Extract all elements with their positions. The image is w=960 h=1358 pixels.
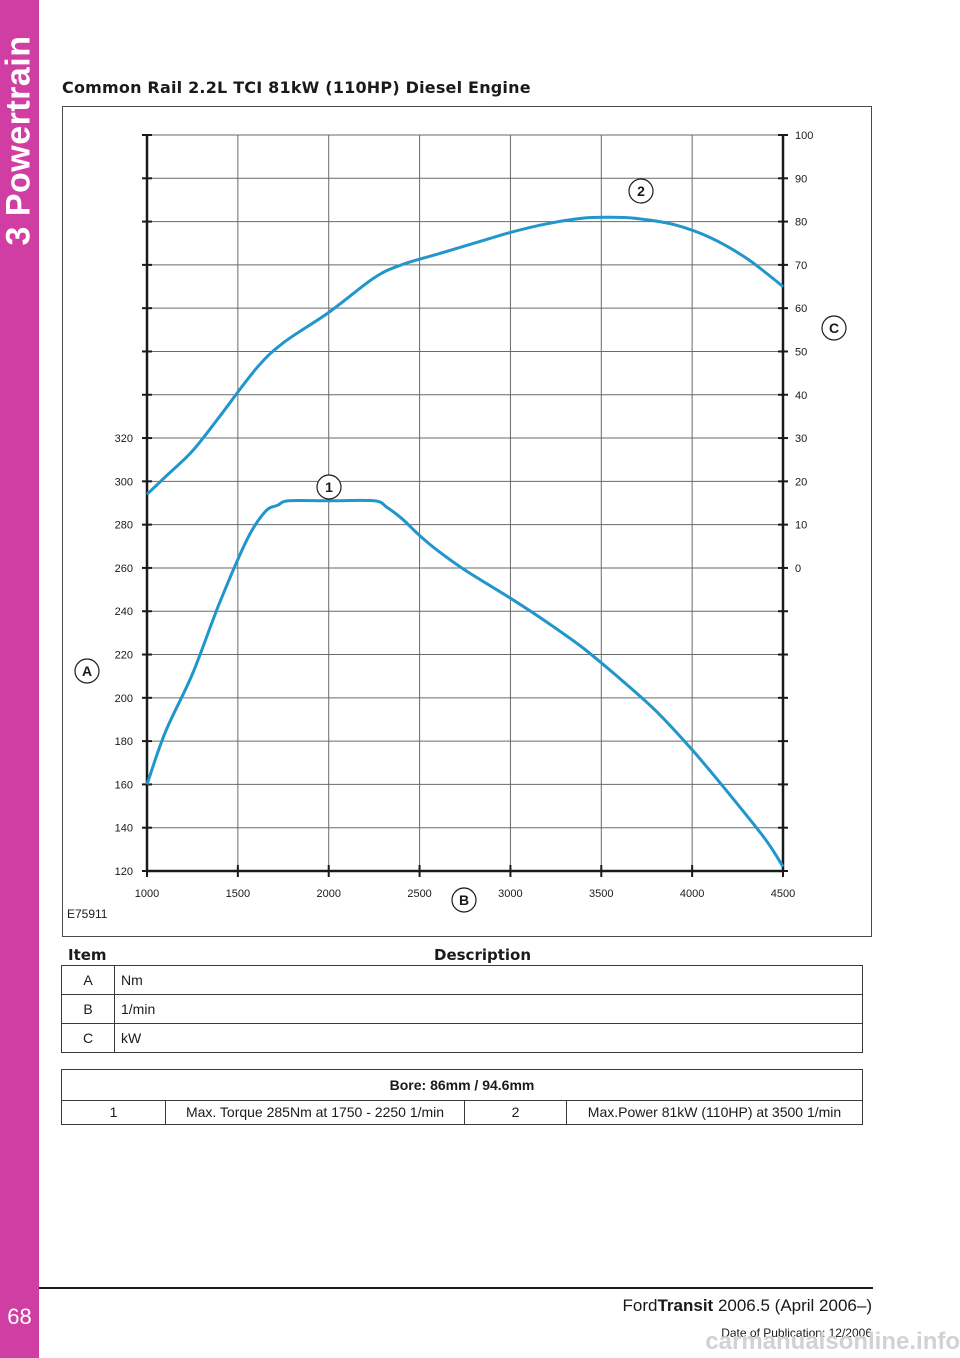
x-tick-label: 3000 <box>498 888 522 900</box>
left-tick-label: 140 <box>115 823 133 835</box>
left-tick-label: 260 <box>115 563 133 575</box>
right-tick-label: 30 <box>795 433 807 445</box>
section-title: 3 Powertrain <box>0 34 39 246</box>
left-axis-callout-circle <box>74 658 100 684</box>
left-tick-label: 280 <box>115 520 133 532</box>
section-side-tab <box>0 0 39 1358</box>
table-row: A Nm <box>61 965 863 995</box>
x-tick-label: 1000 <box>135 888 159 900</box>
left-tick-label: 200 <box>115 693 133 705</box>
right-tick-label: 10 <box>795 520 807 532</box>
page-number: 68 <box>7 1304 32 1329</box>
power-callout-label: 2 <box>637 183 645 199</box>
legend-table: A Nm B 1/min C kW <box>61 965 863 1053</box>
right-axis-callout-circle <box>821 315 847 341</box>
callout-number-2: 2 <box>464 1100 567 1125</box>
left-tick-label: 320 <box>115 433 133 445</box>
description-column-header: Description <box>434 946 532 964</box>
x-tick-label: 3500 <box>589 888 613 900</box>
x-tick-label: 2000 <box>316 888 340 900</box>
item-cell: B <box>61 994 115 1024</box>
right-tick-label: 0 <box>795 563 801 575</box>
description-cell: Nm <box>114 965 863 995</box>
x-tick-label: 1500 <box>226 888 250 900</box>
left-axis-callout-label: A <box>82 663 92 679</box>
figure-reference: E75911 <box>67 907 108 921</box>
left-tick-label: 120 <box>115 866 133 878</box>
watermark: carmanualsonline.info <box>705 1328 960 1355</box>
right-tick-label: 50 <box>795 346 807 358</box>
brand-name: Ford <box>622 1296 658 1315</box>
figure-title: Common Rail 2.2L TCI 81kW (110HP) Diesel… <box>62 78 531 97</box>
max-torque-text: Max. Torque 285Nm at 1750 - 2250 1/min <box>165 1100 465 1125</box>
x-tick-label: 2500 <box>407 888 431 900</box>
model-name: Transit <box>657 1296 714 1315</box>
x-tick-label: 4000 <box>680 888 704 900</box>
torque-callout-label: 1 <box>325 479 333 495</box>
bottom-axis-callout-circle <box>451 887 477 913</box>
right-tick-label: 60 <box>795 303 807 315</box>
bottom-axis-callout-label: B <box>459 892 469 908</box>
figure-frame: 1000 1500 2000 2500 3000 3500 4000 4500 120 140 16… <box>62 106 872 937</box>
bore-header: Bore: 86mm / 94.6mm <box>61 1069 863 1101</box>
table-row: 1 Max. Torque 285Nm at 1750 - 2250 1/min… <box>61 1100 863 1125</box>
item-cell: A <box>61 965 115 995</box>
left-tick-label: 220 <box>115 650 133 662</box>
engine-performance-chart: 1000 1500 2000 2500 3000 3500 4000 450012014016… <box>74 130 847 913</box>
table-header-row: Bore: 86mm / 94.6mm <box>61 1069 863 1101</box>
right-tick-label: 20 <box>795 476 807 488</box>
x-tick-label: 4500 <box>771 888 795 900</box>
torque-curve <box>145 498 785 868</box>
left-tick-label: 240 <box>115 606 133 618</box>
callout-number-1: 1 <box>61 1100 166 1125</box>
right-tick-label: 70 <box>795 260 807 272</box>
right-axis-callout-label: C <box>829 320 839 336</box>
item-cell: C <box>61 1023 115 1053</box>
left-tick-label: 180 <box>115 736 133 748</box>
edition-text: 2006.5 (April 2006–) <box>713 1296 872 1315</box>
power-curve <box>145 215 784 496</box>
publication-title: FordTransit 2006.5 (April 2006–) <box>623 1296 873 1316</box>
description-cell: 1/min <box>114 994 863 1024</box>
power-callout-circle <box>628 178 654 204</box>
right-tick-label: 90 <box>795 173 807 185</box>
publication-date: Date of Publication: 12/2006 <box>721 1326 872 1340</box>
section-title-container: 3 Powertrain <box>0 0 39 280</box>
left-tick-label: 300 <box>115 476 133 488</box>
table-row: B 1/min <box>61 994 863 1024</box>
torque-callout-circle <box>316 474 342 500</box>
footer-divider <box>39 1287 873 1289</box>
left-tick-label: 160 <box>115 779 133 791</box>
item-column-header: Item <box>68 946 107 964</box>
max-power-text: Max.Power 81kW (110HP) at 3500 1/min <box>566 1100 863 1125</box>
description-cell: kW <box>114 1023 863 1053</box>
bore-table: Bore: 86mm / 94.6mm 1 Max. Torque 285Nm … <box>61 1069 863 1125</box>
right-tick-label: 80 <box>795 217 807 229</box>
right-tick-label: 100 <box>795 130 813 142</box>
table-row: C kW <box>61 1023 863 1053</box>
right-tick-label: 40 <box>795 390 807 402</box>
